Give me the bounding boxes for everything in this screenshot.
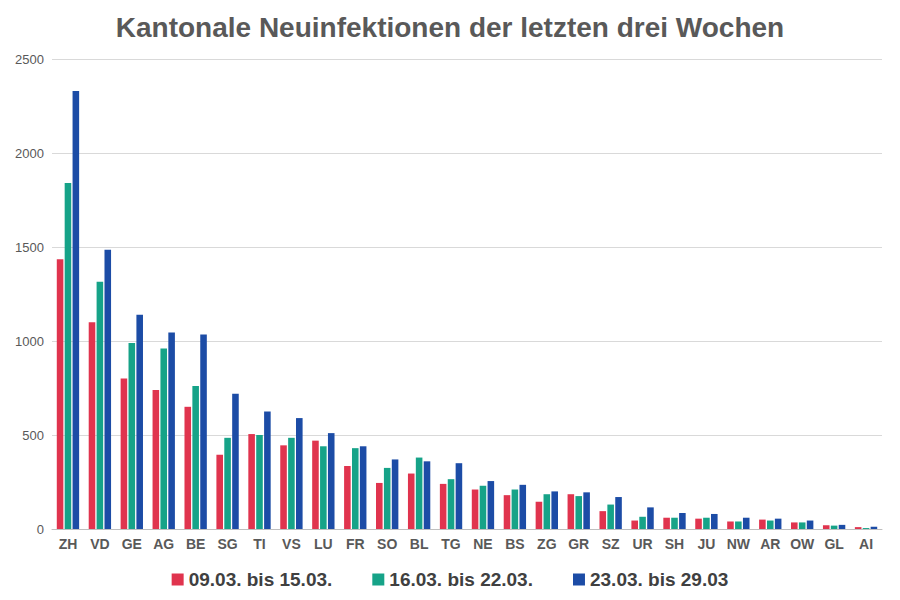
svg-text:SH: SH — [665, 536, 684, 552]
svg-text:SO: SO — [377, 536, 397, 552]
svg-text:09.03. bis 15.03.: 09.03. bis 15.03. — [189, 569, 333, 590]
svg-text:TG: TG — [441, 536, 461, 552]
svg-text:ZG: ZG — [537, 536, 557, 552]
svg-text:AG: AG — [153, 536, 174, 552]
svg-text:LU: LU — [314, 536, 333, 552]
svg-text:JU: JU — [697, 536, 715, 552]
svg-text:ZH: ZH — [59, 536, 78, 552]
svg-text:Kantonale Neuinfektionen der l: Kantonale Neuinfektionen der letzten dre… — [116, 12, 784, 43]
svg-text:BL: BL — [410, 536, 429, 552]
svg-text:OW: OW — [790, 536, 815, 552]
svg-text:SZ: SZ — [602, 536, 620, 552]
svg-text:0: 0 — [37, 522, 44, 537]
svg-text:SG: SG — [217, 536, 237, 552]
svg-text:2000: 2000 — [15, 146, 44, 161]
svg-text:AI: AI — [859, 536, 873, 552]
svg-text:GE: GE — [122, 536, 142, 552]
svg-text:500: 500 — [22, 428, 44, 443]
svg-text:BS: BS — [505, 536, 524, 552]
svg-text:2500: 2500 — [15, 52, 44, 67]
svg-text:GR: GR — [568, 536, 589, 552]
svg-text:23.03. bis 29.03: 23.03. bis 29.03 — [590, 569, 728, 590]
svg-text:16.03. bis 22.03.: 16.03. bis 22.03. — [389, 569, 533, 590]
svg-text:1000: 1000 — [15, 334, 44, 349]
svg-text:VS: VS — [282, 536, 301, 552]
svg-text:AR: AR — [760, 536, 780, 552]
svg-text:NW: NW — [727, 536, 751, 552]
svg-text:VD: VD — [90, 536, 109, 552]
svg-text:UR: UR — [632, 536, 652, 552]
svg-text:GL: GL — [824, 536, 844, 552]
svg-text:1500: 1500 — [15, 240, 44, 255]
svg-text:BE: BE — [186, 536, 205, 552]
svg-text:FR: FR — [346, 536, 365, 552]
svg-text:TI: TI — [253, 536, 265, 552]
svg-text:NE: NE — [473, 536, 492, 552]
